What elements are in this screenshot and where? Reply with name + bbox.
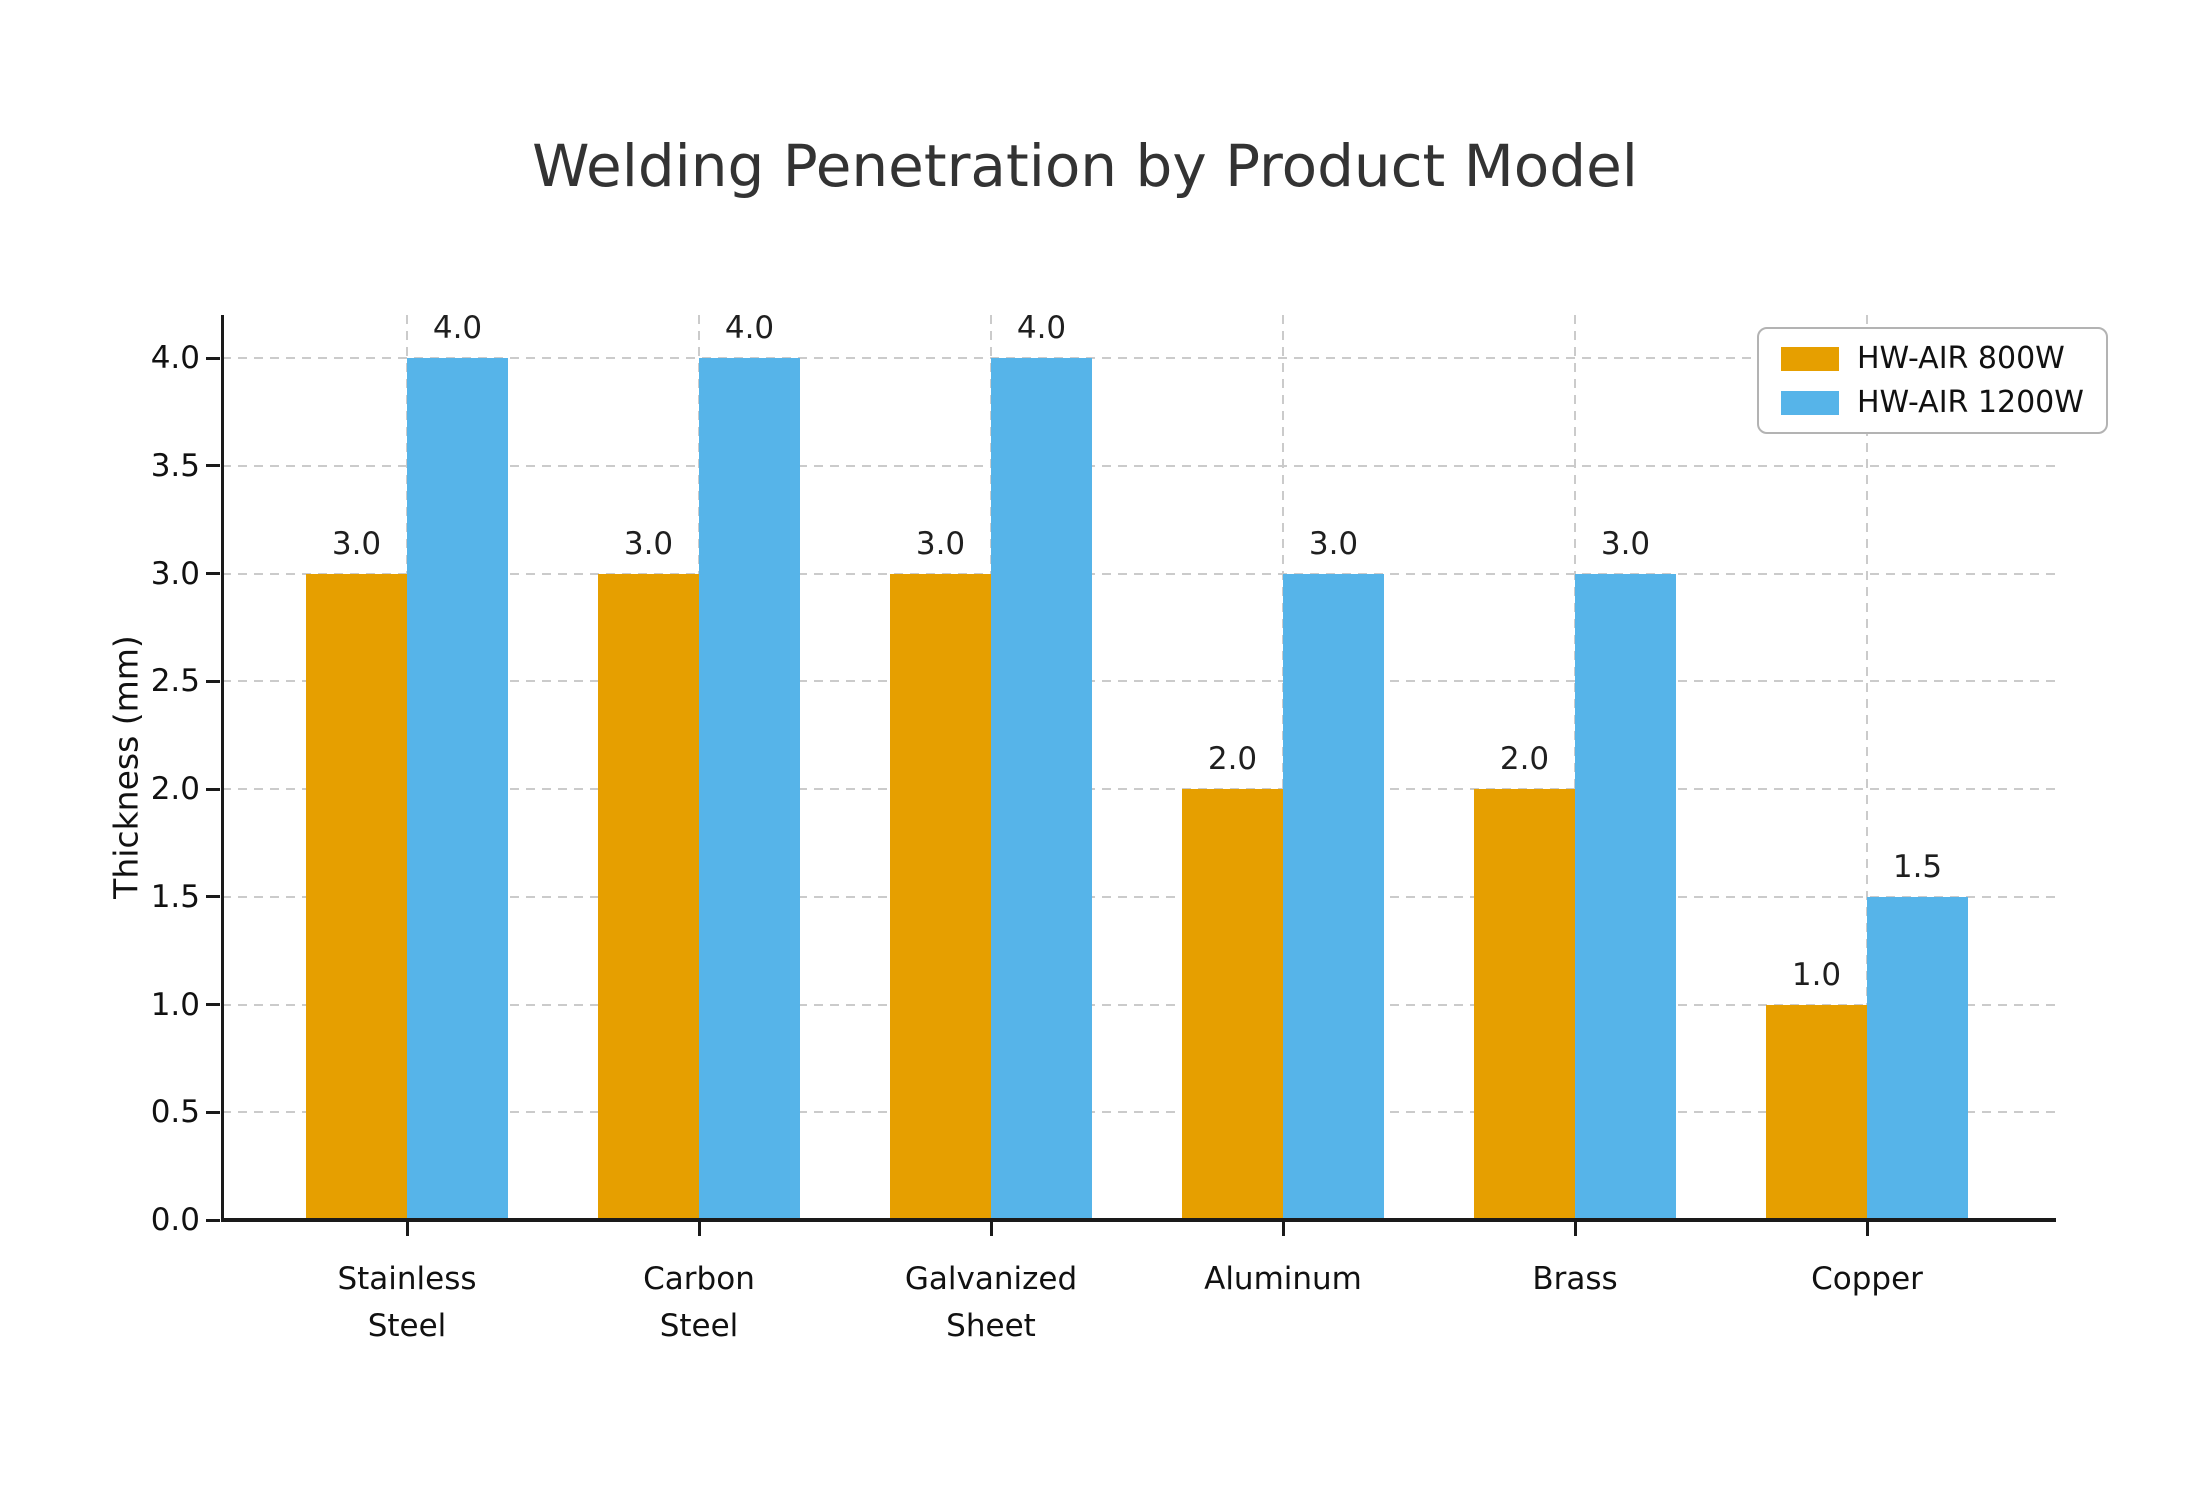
legend-item: HW-AIR 1200W: [1781, 385, 2084, 420]
x-tick-label: Aluminum: [1204, 1261, 1362, 1297]
x-tick-label: Brass: [1532, 1261, 1618, 1297]
y-tick-label: 3.0: [150, 555, 200, 592]
legend-label: HW-AIR 1200W: [1857, 385, 2084, 420]
y-tick-label: 0.0: [150, 1202, 200, 1238]
x-tick-mark: [1865, 1222, 1869, 1236]
gridline-horizontal: [222, 895, 2056, 898]
bar-value-label: 3.0: [1308, 525, 1359, 562]
y-tick-mark: [206, 464, 220, 468]
bar-value-label: 3.0: [1600, 525, 1651, 562]
x-tick-mark: [1573, 1222, 1577, 1236]
bar-hw-air-800w-2: [598, 573, 699, 1220]
y-tick-mark: [206, 1110, 220, 1114]
y-tick-mark: [206, 679, 220, 683]
gridline-horizontal: [222, 1003, 2056, 1006]
bar-value-label: 4.0: [1016, 310, 1067, 347]
y-tick-label: 2.0: [150, 771, 200, 808]
legend: HW-AIR 800W HW-AIR 1200W: [1757, 327, 2108, 434]
gridline-horizontal: [222, 572, 2056, 575]
x-tick-label: Galvanized Sheet: [904, 1261, 1078, 1344]
bar-value-label: 3.0: [915, 525, 966, 562]
bar-hw-air-1200w-2: [699, 358, 800, 1220]
bar-value-label: 2.0: [1499, 741, 1550, 778]
bar-hw-air-800w-1: [306, 573, 407, 1220]
x-tick-mark: [1281, 1222, 1285, 1236]
bar-hw-air-800w-6: [1766, 1004, 1867, 1220]
y-tick-label: 3.5: [150, 447, 200, 484]
y-tick-label: 0.5: [150, 1094, 200, 1131]
gridline-horizontal: [222, 464, 2056, 467]
x-axis-spine: [221, 1218, 2056, 1222]
legend-label: HW-AIR 800W: [1857, 341, 2065, 376]
x-tick-label: Stainless Steel: [337, 1261, 477, 1344]
y-tick-label: 2.5: [150, 663, 200, 700]
gridline-horizontal: [222, 788, 2056, 791]
y-tick-mark: [206, 895, 220, 899]
bar-value-label: 1.5: [1892, 848, 1943, 885]
y-tick-mark: [206, 356, 220, 360]
y-tick-label: 1.0: [150, 986, 200, 1023]
gridline-horizontal: [222, 1111, 2056, 1114]
legend-swatch: [1781, 346, 1839, 371]
plot-area: 3.0 4.0 3.0 4.0 3.0 4.0 2.0 3.0 2.0 3.0 1.0 1.5: [206, 310, 2056, 1236]
x-tick-mark: [405, 1222, 409, 1236]
bar-value-label: 3.0: [331, 525, 382, 562]
bar-hw-air-800w-3: [890, 573, 991, 1220]
y-axis-spine: [221, 315, 224, 1220]
x-tick-label: Copper: [1811, 1261, 1923, 1297]
bar-hw-air-1200w-4: [1283, 573, 1384, 1220]
y-tick-label: 4.0: [150, 340, 200, 377]
bar-hw-air-1200w-3: [991, 358, 1092, 1220]
legend-item: HW-AIR 800W: [1781, 341, 2084, 376]
bar-value-label: 2.0: [1207, 741, 1258, 778]
y-tick-mark: [206, 787, 220, 791]
gridline-vertical: [1866, 315, 1868, 1220]
bar-hw-air-800w-4: [1182, 789, 1283, 1220]
gridline-horizontal: [222, 680, 2056, 683]
bar-hw-air-1200w-1: [407, 358, 508, 1220]
bar-value-label: 4.0: [724, 310, 775, 347]
y-tick-mark: [206, 1218, 220, 1222]
bar-hw-air-1200w-5: [1575, 573, 1676, 1220]
y-tick-mark: [206, 1003, 220, 1007]
chart-title: Welding Penetration by Product Model: [532, 132, 1638, 200]
bar-hw-air-800w-5: [1474, 789, 1575, 1220]
bar-value-label: 1.0: [1791, 956, 1842, 993]
gridline-horizontal: [222, 357, 2056, 360]
bar-value-label: 3.0: [623, 525, 674, 562]
bar-value-label: 4.0: [432, 310, 483, 347]
y-tick-label: 1.5: [150, 878, 200, 915]
legend-swatch: [1781, 390, 1839, 415]
y-tick-mark: [206, 572, 220, 576]
x-tick-mark: [989, 1222, 993, 1236]
x-tick-mark: [697, 1222, 701, 1236]
x-tick-label: Carbon Steel: [643, 1261, 755, 1344]
bar-hw-air-1200w-6: [1867, 896, 1968, 1220]
